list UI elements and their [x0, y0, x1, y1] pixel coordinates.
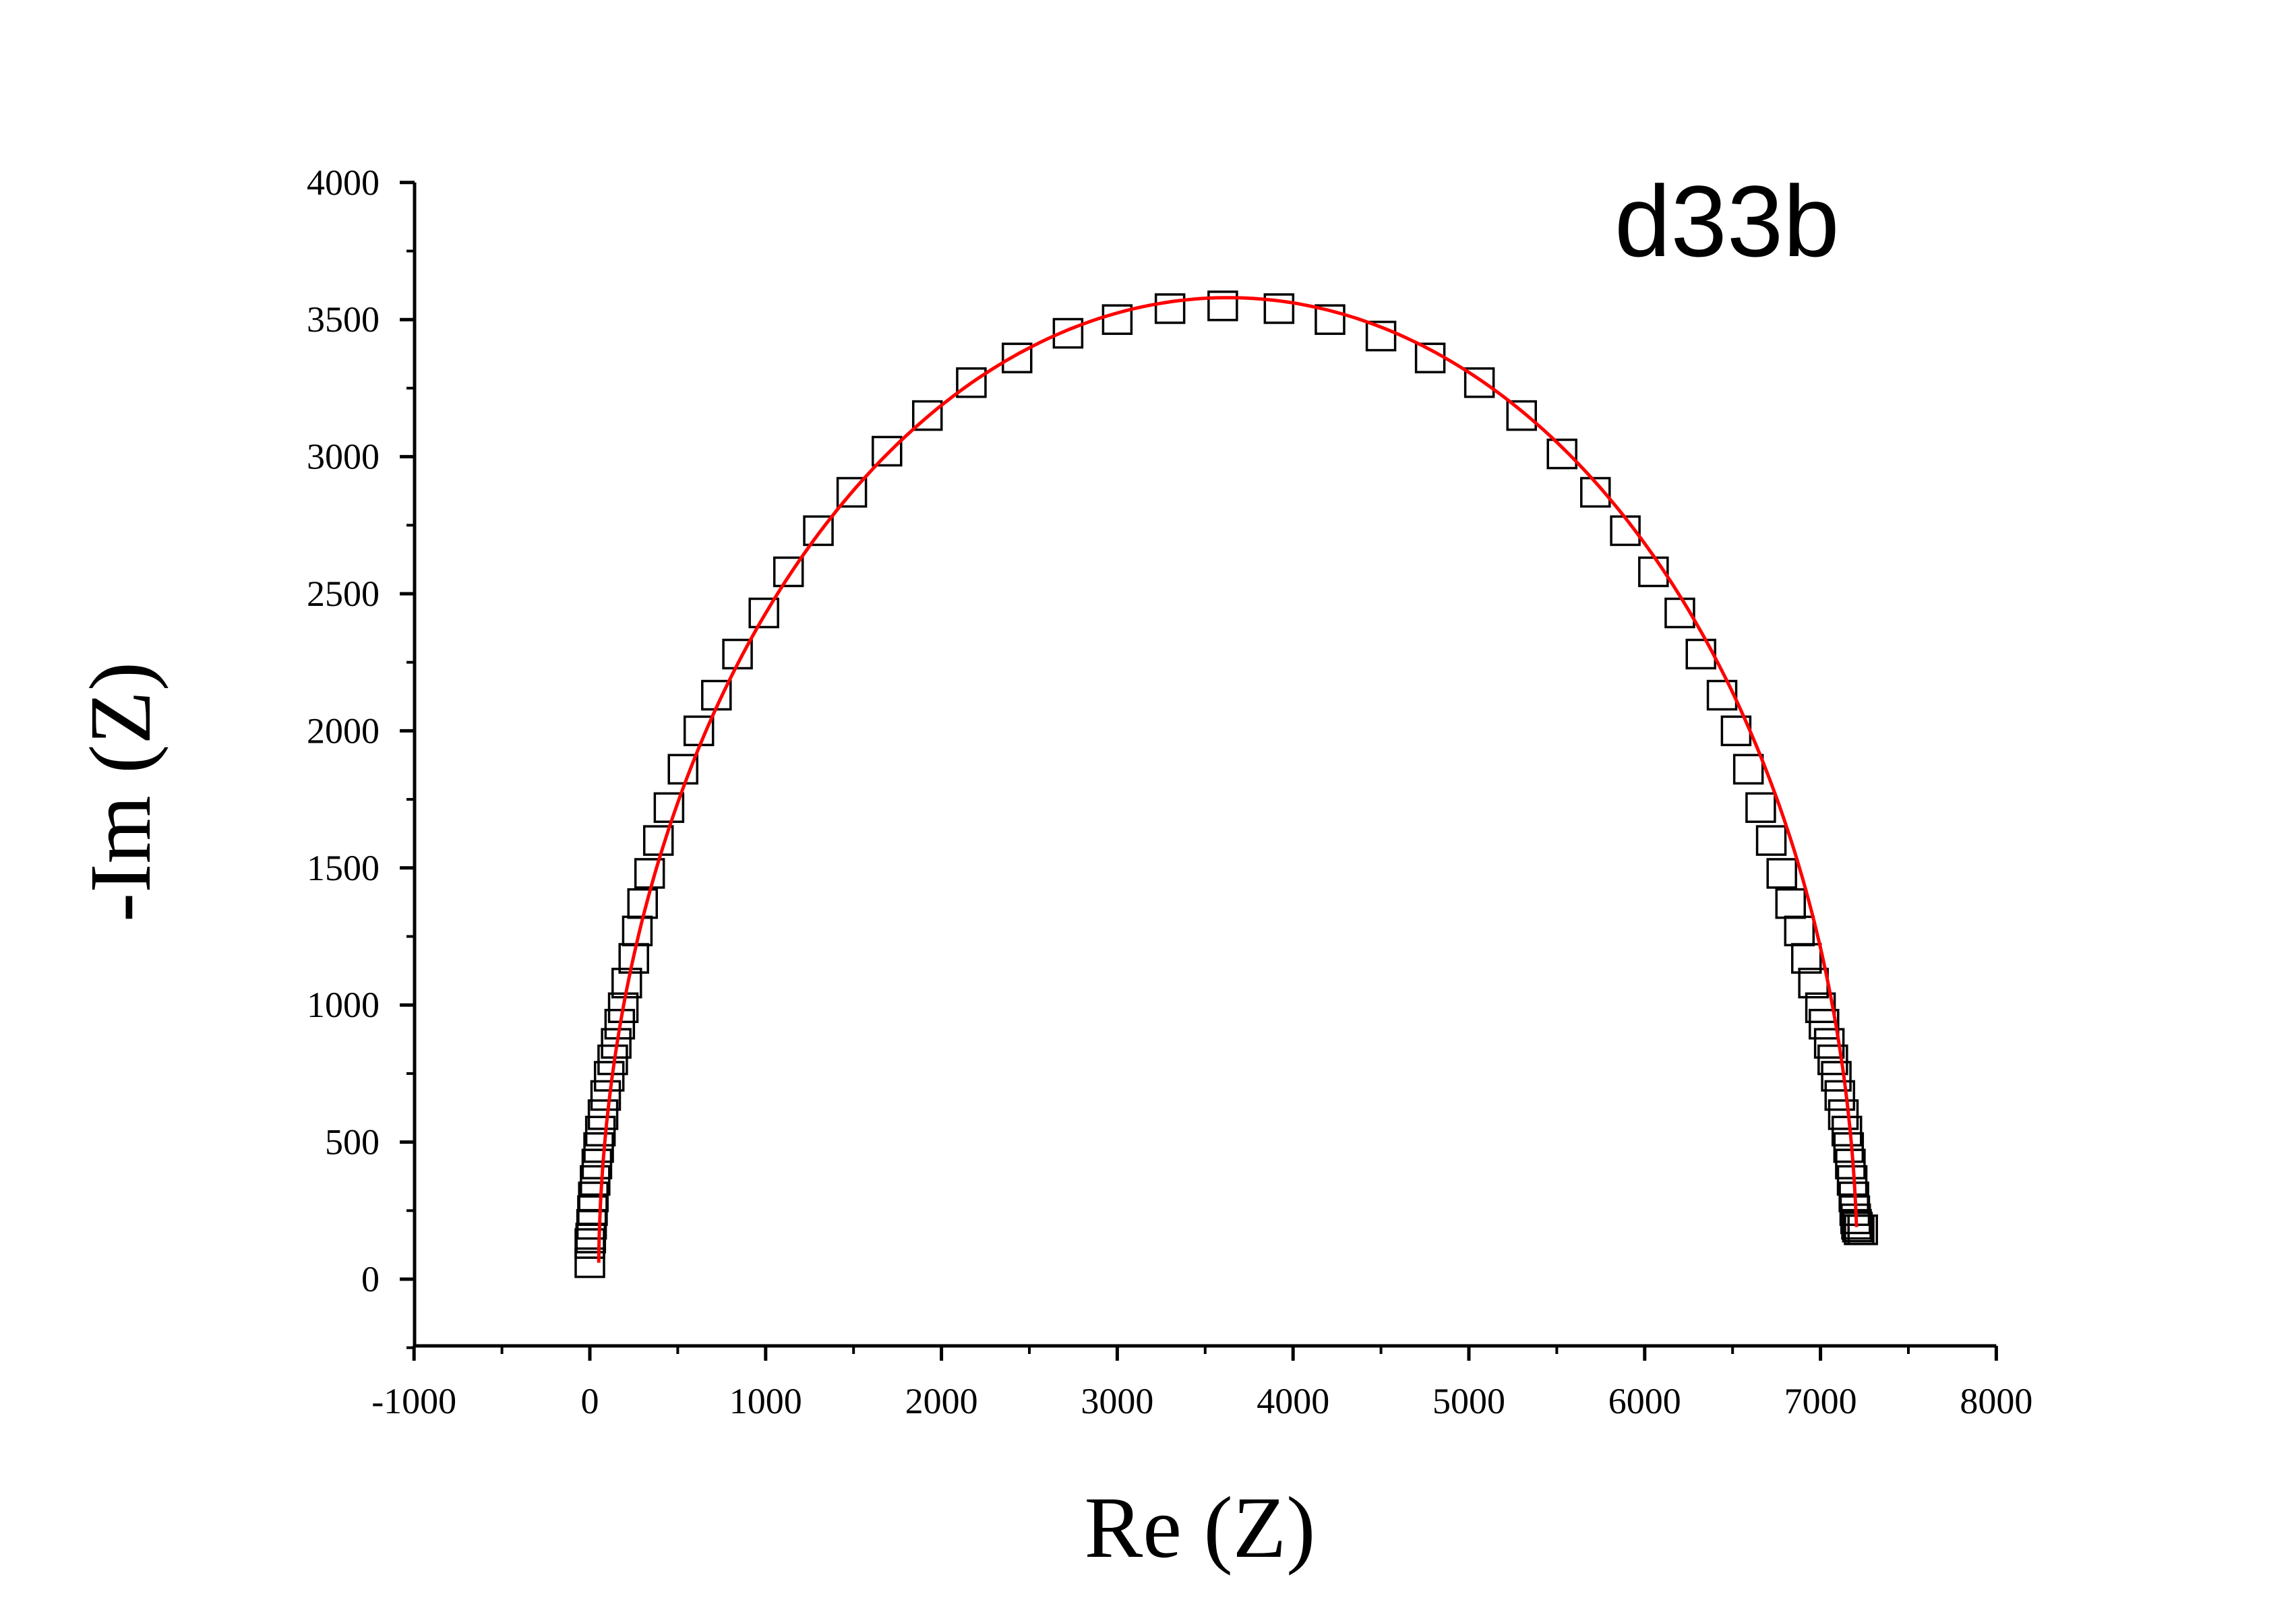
data-point	[604, 1008, 636, 1040]
data-point	[590, 1080, 622, 1111]
x-tick-label: 4000	[1257, 1381, 1329, 1421]
data-point	[1315, 304, 1346, 335]
data-point	[1833, 1132, 1865, 1163]
data-point	[1101, 304, 1133, 335]
data-point	[1775, 888, 1807, 919]
data-point	[1821, 1061, 1852, 1092]
data-point	[1766, 858, 1797, 889]
data-point	[1790, 943, 1822, 974]
fit-curve	[597, 296, 1859, 1263]
chart-annotation: d33b	[1614, 164, 1840, 278]
data-point	[836, 476, 868, 508]
data-point	[584, 1115, 616, 1147]
data-point	[1506, 400, 1537, 431]
x-tick-label: 1000	[729, 1381, 802, 1421]
data-point	[1207, 290, 1238, 321]
data-point	[773, 556, 804, 588]
data-point	[1809, 1008, 1840, 1040]
data-point	[1732, 753, 1764, 785]
x-tick-label: -1000	[371, 1381, 456, 1421]
data-point	[580, 1165, 611, 1196]
x-tick-label: 3000	[1081, 1381, 1153, 1421]
data-markers	[574, 290, 1878, 1278]
y-tick-label: 1000	[307, 985, 380, 1025]
data-point	[1847, 1214, 1878, 1245]
y-tick-label: 3000	[307, 437, 380, 477]
y-tick-label: 4000	[307, 162, 380, 203]
data-point	[722, 638, 753, 670]
x-tick-label: 0	[581, 1381, 599, 1421]
data-point	[1827, 1099, 1859, 1130]
data-point	[956, 367, 987, 398]
data-point	[583, 1132, 614, 1163]
data-point	[1154, 293, 1186, 324]
data-point	[578, 1181, 609, 1212]
y-tick-label: 1500	[307, 848, 380, 888]
data-point	[1813, 1028, 1845, 1059]
x-tick-label: 2000	[905, 1381, 978, 1421]
data-point	[587, 1099, 619, 1130]
data-point	[1580, 476, 1611, 508]
data-point	[803, 515, 834, 547]
x-tick-label: 8000	[1960, 1381, 2032, 1421]
y-tick-label: 2500	[307, 574, 380, 614]
fit-line	[597, 296, 1859, 1263]
data-point	[1824, 1080, 1856, 1111]
data-point	[607, 992, 639, 1024]
y-tick-label: 3500	[307, 299, 380, 340]
data-point	[1706, 679, 1738, 711]
data-point	[1817, 1044, 1848, 1076]
y-tick-label: 2000	[307, 710, 380, 751]
data-point	[1685, 638, 1717, 670]
x-tick-label: 5000	[1432, 1381, 1505, 1421]
axes: -1000 0 1000 2000 3000 4000 5000 6000 7000 8000 0 5…	[307, 162, 2032, 1421]
data-point	[1263, 293, 1295, 324]
data-point	[1365, 320, 1397, 352]
data-point	[872, 435, 903, 467]
x-tick-label: 7000	[1784, 1381, 1857, 1421]
data-point	[1546, 438, 1577, 470]
y-tick-label: 0	[361, 1259, 380, 1299]
y-axis-title: -Im (Z)	[72, 662, 169, 922]
data-point	[1831, 1115, 1863, 1147]
data-point	[667, 753, 698, 785]
data-point	[581, 1148, 613, 1179]
data-point	[1463, 367, 1495, 398]
y-tick-label: 500	[325, 1122, 380, 1163]
data-point	[911, 400, 943, 431]
data-point	[1784, 915, 1815, 947]
data-point	[1805, 992, 1836, 1024]
data-point	[1001, 342, 1033, 373]
x-tick-label: 6000	[1608, 1381, 1681, 1421]
data-point	[1835, 1148, 1866, 1179]
data-point	[653, 792, 685, 824]
data-point	[748, 597, 779, 629]
data-point	[574, 1247, 605, 1278]
labels: Re (Z) -Im (Z) d33b	[72, 164, 1840, 1576]
data-point	[1755, 825, 1787, 856]
data-point	[642, 825, 674, 856]
x-axis-title: Re (Z)	[1085, 1479, 1316, 1576]
data-point	[1052, 317, 1084, 349]
data-point	[1745, 792, 1776, 824]
